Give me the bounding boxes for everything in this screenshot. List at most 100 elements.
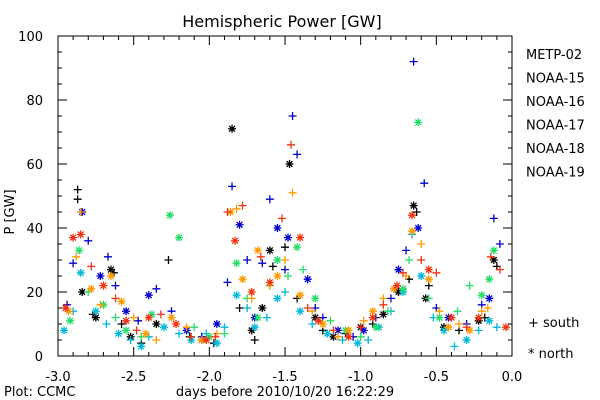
data-point-north xyxy=(273,272,282,280)
data-point-south xyxy=(281,288,289,296)
data-point-north xyxy=(172,320,181,328)
data-point-north xyxy=(439,326,448,335)
data-point-north xyxy=(99,281,108,290)
data-point-north xyxy=(368,307,377,316)
data-point-north xyxy=(329,332,338,341)
y-tick-label: 0 xyxy=(35,350,43,365)
data-point-south xyxy=(432,268,441,277)
data-point-south xyxy=(293,150,302,159)
data-point-north xyxy=(165,211,174,220)
data-point-south xyxy=(287,140,296,149)
data-point-south xyxy=(420,179,429,188)
data-point-north xyxy=(296,233,305,242)
data-point-south xyxy=(111,294,120,303)
data-point-south xyxy=(232,204,241,213)
data-point-north xyxy=(212,339,221,348)
data-point-north xyxy=(96,272,105,280)
data-point-north xyxy=(69,233,78,242)
data-point-north xyxy=(394,265,403,274)
y-tick-label: 40 xyxy=(26,222,43,237)
data-point-north xyxy=(258,304,267,312)
data-point-north xyxy=(273,256,282,264)
legend-item: NOAA-18 xyxy=(526,142,585,157)
x-tick-label: 0.0 xyxy=(502,370,523,385)
data-point-north xyxy=(368,313,377,322)
data-point-south xyxy=(477,307,486,316)
data-point-north xyxy=(76,230,85,239)
data-point-south xyxy=(338,336,347,344)
x-tick-label: -1.5 xyxy=(272,370,297,385)
data-point-south xyxy=(435,307,444,316)
data-point-north xyxy=(344,332,353,341)
legend-item: METP-02 xyxy=(526,48,582,63)
data-point-south xyxy=(417,240,426,248)
data-point-north xyxy=(197,336,206,344)
legend-item: NOAA-15 xyxy=(526,72,585,87)
data-point-south xyxy=(405,256,414,264)
y-tick-label: 60 xyxy=(26,158,43,173)
data-point-north xyxy=(285,160,294,168)
data-point-south xyxy=(356,323,365,332)
data-point-south xyxy=(483,304,492,312)
data-point-south xyxy=(303,304,312,312)
marker-key: + south * north xyxy=(528,316,579,362)
y-tick-label: 20 xyxy=(26,286,43,301)
data-point-north xyxy=(392,281,401,290)
series-noaa-18 xyxy=(64,188,492,344)
x-tick-label: -2.0 xyxy=(197,370,222,385)
data-point-north xyxy=(247,326,256,335)
data-point-south xyxy=(329,326,338,335)
y-tick-label: 100 xyxy=(18,30,43,45)
data-point-north xyxy=(408,211,417,220)
data-point-south xyxy=(308,307,317,316)
data-point-south xyxy=(152,284,161,293)
data-point-south xyxy=(492,323,501,332)
data-point-south xyxy=(268,262,277,271)
data-point-north xyxy=(122,316,131,325)
data-point-north xyxy=(91,307,100,316)
data-point-south xyxy=(262,313,271,322)
data-point-north xyxy=(122,326,131,335)
data-point-north xyxy=(167,313,176,322)
data-point-north xyxy=(485,316,494,325)
data-point-north xyxy=(247,288,256,296)
data-point-north xyxy=(152,320,161,328)
data-point-north xyxy=(265,246,274,255)
data-point-south xyxy=(250,336,259,344)
data-point-north xyxy=(477,291,486,300)
data-point-north xyxy=(78,288,87,296)
data-point-south xyxy=(299,265,308,274)
data-point-north xyxy=(284,233,293,242)
data-point-north xyxy=(489,246,498,255)
marker-key-item: * north xyxy=(528,347,574,362)
data-point-north xyxy=(232,291,241,300)
data-point-south xyxy=(277,214,286,223)
data-point-north xyxy=(75,246,84,255)
data-point-north xyxy=(175,233,184,242)
data-point-north xyxy=(141,329,150,338)
marker-key-item: + south xyxy=(528,316,579,331)
data-point-north xyxy=(147,310,156,319)
data-point-south xyxy=(223,208,232,216)
series-noaa-16 xyxy=(60,230,501,351)
data-point-south xyxy=(152,336,161,344)
data-point-south xyxy=(164,256,173,264)
y-axis-label: P [GW] xyxy=(3,189,18,234)
data-point-north xyxy=(447,313,456,322)
data-point-south xyxy=(111,313,120,322)
x-tick-label: -2.5 xyxy=(121,370,146,385)
data-point-north xyxy=(409,201,418,210)
data-point-north xyxy=(303,275,312,284)
data-point-north xyxy=(359,326,368,335)
data-point-south xyxy=(137,332,146,341)
data-point-north xyxy=(91,313,100,322)
y-axis: 0 20 40 60 80 100 xyxy=(18,30,512,365)
data-point-north xyxy=(228,124,237,133)
data-point-south xyxy=(409,57,418,66)
data-point-north xyxy=(417,272,426,280)
data-point-south xyxy=(96,300,105,309)
data-point-north xyxy=(353,339,362,348)
data-point-south xyxy=(288,188,297,197)
data-point-south xyxy=(238,201,247,210)
